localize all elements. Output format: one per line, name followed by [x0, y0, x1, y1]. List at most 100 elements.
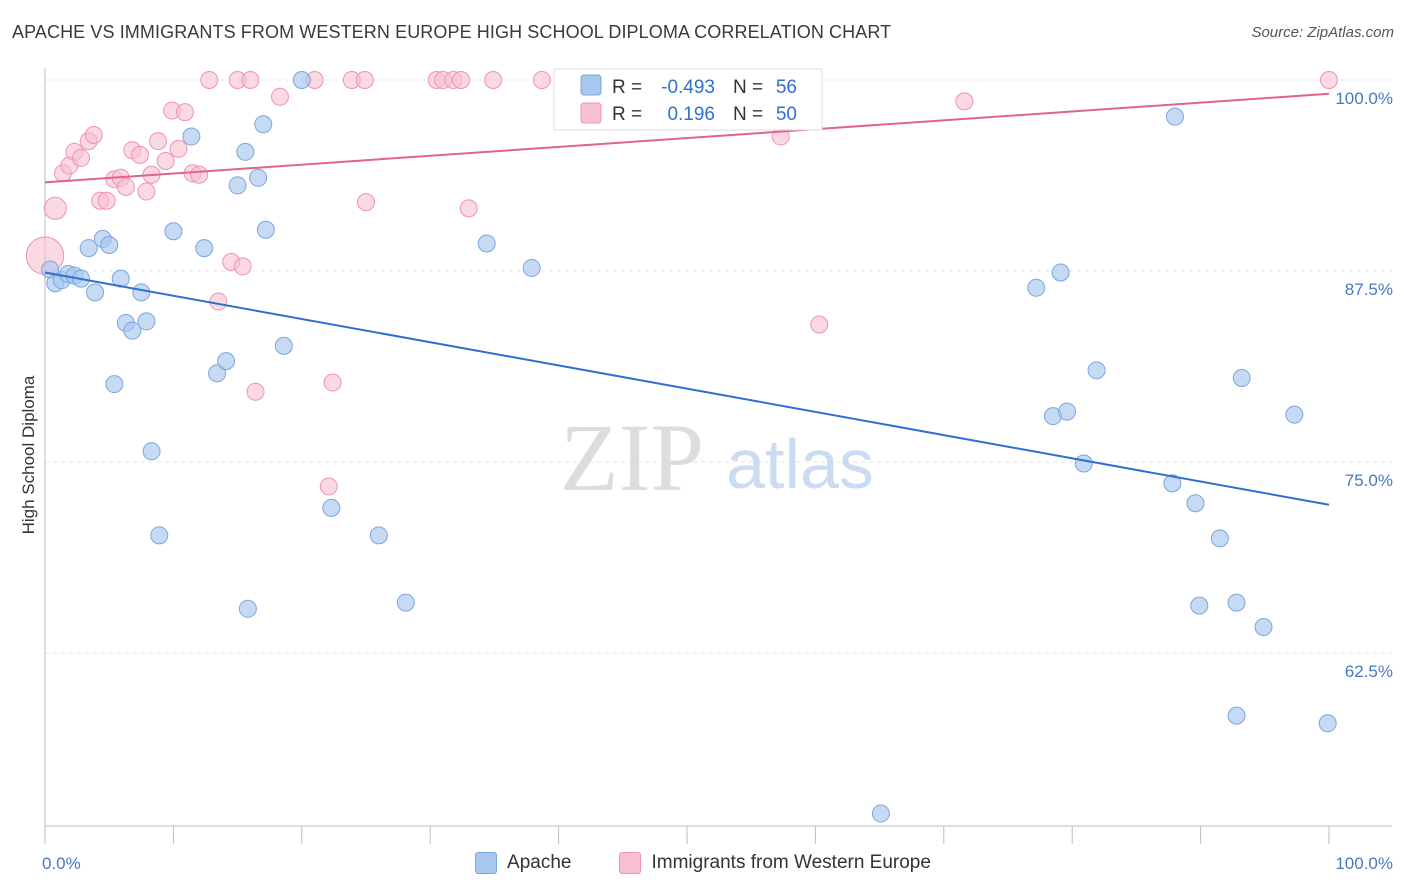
data-point-apache [100, 236, 119, 255]
legend-swatch-immig [619, 852, 642, 874]
legend-item-apache: Apache [475, 852, 571, 874]
x-tick-labels: 0.0% 100.0% [42, 854, 1393, 873]
data-point-immigrants [357, 193, 375, 212]
data-point-immigrants [175, 103, 194, 122]
y-tick-label: 62.5% [1345, 662, 1393, 681]
data-point-immigrants [156, 151, 175, 170]
trend-line-immigrants [44, 92, 1330, 184]
data-point-apache [236, 142, 255, 161]
data-point-immigrants [270, 87, 289, 106]
data-point-apache [1163, 474, 1182, 493]
data-point-apache [182, 127, 201, 146]
data-point-apache [256, 220, 275, 239]
data-point-apache [1190, 596, 1209, 615]
legend-label-apache: Apache [507, 852, 572, 873]
data-point-immigrants [200, 71, 219, 89]
data-point-apache [1210, 529, 1229, 548]
data-point-apache [137, 312, 156, 331]
data-point-immigrants [148, 132, 167, 151]
data-point-apache [228, 176, 247, 195]
data-point-immigrants [810, 315, 829, 334]
data-point-immigrants [241, 71, 260, 89]
y-tick-label: 100.0% [1335, 89, 1393, 108]
data-point-immigrants [131, 145, 150, 164]
stats-legend: R = -0.493 N = 56 R = 0.196 N = 50 [553, 68, 823, 131]
data-point-apache [322, 498, 341, 517]
watermark-atlas: atlas [726, 425, 874, 503]
data-point-immigrants [71, 148, 90, 167]
data-point-immigrants [323, 373, 342, 392]
x-tick-label: 0.0% [42, 854, 81, 873]
data-point-immigrants [246, 382, 265, 401]
data-point-immigrants [190, 165, 209, 184]
data-point-apache [132, 283, 151, 302]
data-point-apache [871, 804, 890, 823]
y-axis-label: High School Diploma [19, 375, 38, 534]
legend-item-immig: Immigrants from Western Europe [619, 852, 931, 874]
data-point-apache [142, 442, 161, 461]
stats-legend-swatch-immig [580, 102, 602, 124]
data-point-immigrants [452, 71, 471, 89]
data-point-apache [150, 526, 169, 545]
data-point-apache [1227, 593, 1246, 612]
data-point-apache [254, 115, 273, 134]
stats-r-value-apache: -0.493 [661, 77, 715, 98]
bottom-legend: Apache Immigrants from Western Europe [0, 852, 1406, 874]
stats-r-value-immig: 0.196 [667, 104, 715, 125]
stats-r-label-immig: R = [612, 104, 642, 125]
data-point-apache [79, 239, 98, 258]
chart-title: APACHE VS IMMIGRANTS FROM WESTERN EUROPE… [12, 22, 892, 42]
data-point-immigrants [484, 71, 503, 89]
data-point-immigrants [233, 257, 252, 276]
data-point-apache [208, 364, 227, 383]
stats-n-label-immig: N = [733, 104, 763, 125]
stats-r-label-apache: R = [612, 77, 642, 98]
data-point-apache [164, 222, 183, 241]
data-point-apache [274, 336, 293, 355]
data-point-immigrants [169, 139, 188, 158]
y-tick-labels: 100.0% 87.5% 75.0% 62.5% [1335, 89, 1393, 681]
data-point-immigrants [137, 182, 156, 201]
data-point-apache [1058, 402, 1077, 421]
data-point-immigrants [459, 199, 478, 218]
data-point-apache [238, 599, 257, 618]
data-point-apache [1232, 368, 1251, 387]
grid-lines [45, 79, 1392, 654]
data-point-immigrants [1320, 71, 1338, 89]
data-point-apache [1074, 454, 1093, 473]
data-point-apache [1051, 263, 1070, 282]
watermark-zip: ZIP [560, 404, 704, 511]
data-point-immigrants [532, 71, 551, 89]
stats-n-value-immig: 50 [776, 104, 797, 125]
data-point-apache [522, 258, 541, 277]
data-point-apache [1165, 107, 1184, 126]
stats-n-label-apache: N = [733, 77, 763, 98]
data-point-apache [477, 234, 496, 253]
data-point-apache [396, 593, 415, 612]
x-tick-label: 100.0% [1335, 854, 1393, 873]
data-point-immigrants [319, 477, 338, 496]
legend-swatch-apache [475, 852, 498, 874]
y-tick-label: 87.5% [1345, 280, 1393, 299]
data-point-immigrants [116, 177, 135, 196]
stats-legend-swatch-apache [580, 74, 602, 96]
data-point-apache [105, 375, 124, 394]
stats-n-value-apache: 56 [776, 77, 797, 98]
data-point-apache [217, 352, 236, 371]
data-point-apache [86, 283, 105, 302]
y-tick-label: 75.0% [1345, 471, 1393, 490]
data-point-apache [1254, 618, 1273, 637]
data-point-immigrants [955, 92, 974, 111]
data-point-immigrants [355, 71, 374, 89]
data-point-apache [249, 168, 268, 187]
data-point-immigrants [209, 292, 228, 311]
data-point-immigrants [97, 191, 116, 210]
legend-label-immig: Immigrants from Western Europe [651, 852, 931, 873]
data-point-apache [1186, 494, 1205, 513]
watermark: ZIP atlas [560, 404, 874, 511]
data-point-apache [1227, 706, 1246, 725]
trend-line-apache [44, 271, 1330, 506]
data-point-apache [369, 526, 388, 545]
data-point-apache [123, 321, 142, 340]
